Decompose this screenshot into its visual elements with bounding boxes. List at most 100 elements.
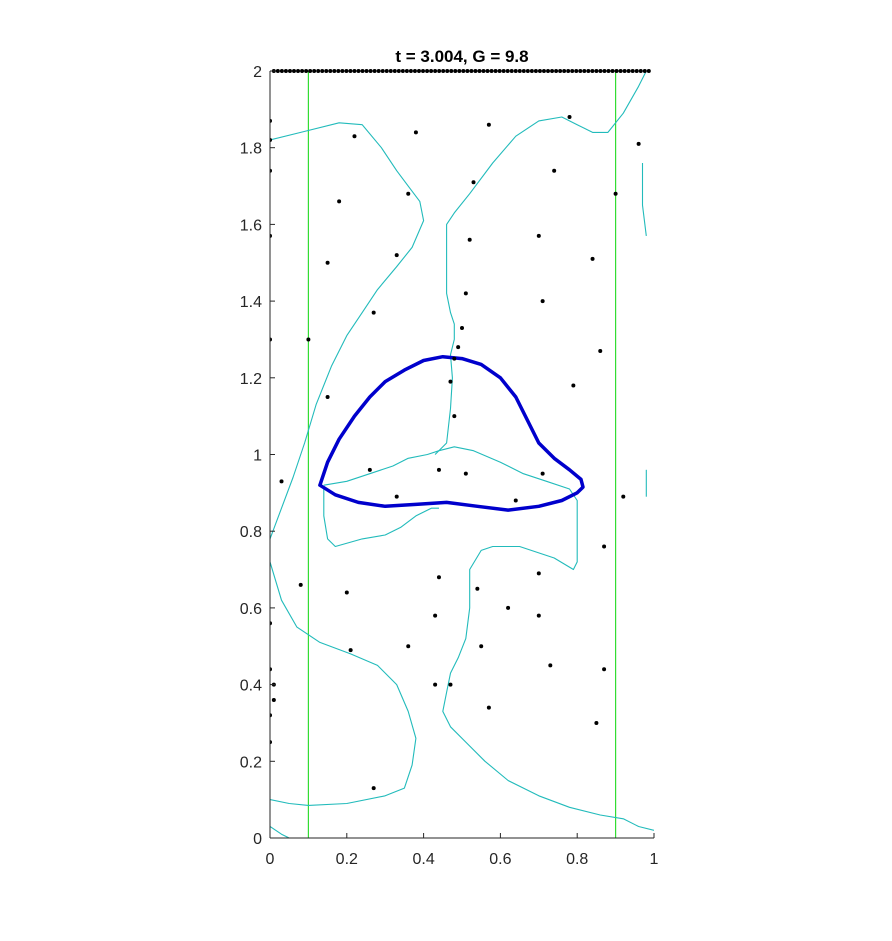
tracer-point bbox=[433, 682, 438, 687]
tracer-point bbox=[441, 69, 446, 73]
tracer-point bbox=[328, 69, 333, 73]
tracer-point bbox=[394, 494, 399, 499]
tracer-point bbox=[394, 253, 399, 258]
tracer-point bbox=[536, 613, 541, 618]
tracer-point bbox=[449, 69, 454, 73]
tracer-point bbox=[325, 394, 330, 399]
tracer-point bbox=[380, 69, 385, 73]
tracer-point bbox=[332, 69, 337, 73]
contour-line-5 bbox=[323, 489, 439, 548]
tracer-point bbox=[436, 575, 441, 580]
x-tick-label: 0.6 bbox=[489, 851, 511, 868]
tracer-point bbox=[287, 69, 292, 73]
tracer-point bbox=[372, 69, 377, 73]
contour-line-3 bbox=[434, 71, 647, 455]
tracer-point bbox=[352, 134, 357, 139]
tracer-point bbox=[460, 325, 464, 330]
tracer-point bbox=[371, 310, 376, 315]
tracer-point bbox=[636, 141, 641, 146]
tracer-point bbox=[626, 69, 631, 73]
tracer-point bbox=[348, 69, 353, 73]
tracer-point bbox=[448, 379, 453, 384]
tracer-point bbox=[453, 69, 458, 73]
tracer-point bbox=[509, 69, 514, 73]
tracer-point bbox=[536, 571, 541, 576]
tracer-point bbox=[571, 383, 576, 388]
tracer-point bbox=[429, 69, 434, 73]
tracer-point bbox=[368, 69, 373, 73]
tracer-point bbox=[452, 414, 457, 419]
tracer-point bbox=[325, 260, 330, 265]
tracer-point bbox=[392, 69, 397, 73]
tracer-point bbox=[306, 337, 311, 342]
tracer-point bbox=[481, 69, 486, 73]
tracer-point bbox=[533, 69, 538, 73]
tracer-point bbox=[486, 122, 491, 127]
tracer-point bbox=[590, 69, 595, 73]
plot-area bbox=[270, 71, 654, 838]
axes: 0 0.2 0.4 0.6 0.8 1 0 0.2 0.4 0.6 0.8 1 1.2 1.4 1.6 1.8… bbox=[240, 64, 659, 868]
tracer-point bbox=[540, 299, 545, 304]
tracer-point bbox=[304, 69, 309, 73]
tracer-point bbox=[371, 786, 376, 791]
tracer-point bbox=[406, 644, 411, 649]
tracer-point bbox=[610, 69, 615, 73]
tracer-point bbox=[360, 69, 365, 73]
tracer-point bbox=[590, 256, 595, 261]
y-tick-label: 1.4 bbox=[240, 294, 262, 311]
tracer-point bbox=[463, 471, 468, 476]
tracer-point bbox=[634, 69, 639, 73]
tracer-point bbox=[550, 69, 555, 73]
tracer-point bbox=[340, 69, 345, 73]
tracer-point bbox=[433, 69, 438, 73]
tracer-point bbox=[271, 697, 276, 702]
tracer-point bbox=[413, 130, 418, 135]
tracer-point bbox=[337, 199, 342, 204]
tracer-point bbox=[540, 471, 545, 476]
y-tick-label: 1 bbox=[253, 448, 262, 465]
tracer-point bbox=[613, 191, 618, 196]
tracer-point bbox=[567, 115, 572, 120]
tracer-point bbox=[566, 69, 571, 73]
y-tick-label: 0.8 bbox=[240, 524, 262, 541]
tracer-point bbox=[586, 69, 591, 73]
tracer-point bbox=[400, 69, 405, 73]
tracer-point bbox=[548, 663, 553, 668]
tracer-point bbox=[621, 494, 626, 499]
y-tick-label: 0 bbox=[253, 831, 262, 848]
tracer-point bbox=[582, 69, 587, 73]
tracer-point bbox=[602, 544, 607, 549]
tracer-point bbox=[412, 69, 417, 73]
contour-line-7 bbox=[641, 163, 647, 236]
y-tick-label: 0.2 bbox=[240, 754, 262, 771]
contour-line-1 bbox=[270, 122, 425, 540]
tracer-point bbox=[473, 69, 478, 73]
top-row-points bbox=[271, 69, 651, 73]
tracer-point bbox=[425, 69, 430, 73]
tracer-point bbox=[279, 69, 284, 73]
tracer-point bbox=[537, 69, 542, 73]
x-tick-label: 0.8 bbox=[566, 851, 588, 868]
bubble-interface bbox=[318, 354, 585, 512]
tracer-point bbox=[396, 69, 401, 73]
tracer-point bbox=[614, 69, 619, 73]
tracer-point bbox=[336, 69, 341, 73]
tracer-point bbox=[622, 69, 627, 73]
tracer-point bbox=[513, 69, 518, 73]
tracer-point bbox=[300, 69, 305, 73]
tracer-point bbox=[497, 69, 502, 73]
tracer-point bbox=[479, 644, 484, 649]
tracer-point bbox=[517, 69, 522, 73]
tracer-point bbox=[406, 191, 411, 196]
tracer-point bbox=[467, 237, 472, 242]
tracer-point bbox=[552, 168, 557, 173]
tracer-point bbox=[344, 69, 349, 73]
tracer-point bbox=[485, 69, 490, 73]
tracer-point bbox=[541, 69, 546, 73]
tracer-point bbox=[433, 613, 438, 618]
tracer-point bbox=[292, 69, 296, 73]
tracer-point bbox=[320, 69, 325, 73]
contour-line-2 bbox=[270, 561, 417, 806]
tracer-point bbox=[594, 69, 599, 73]
